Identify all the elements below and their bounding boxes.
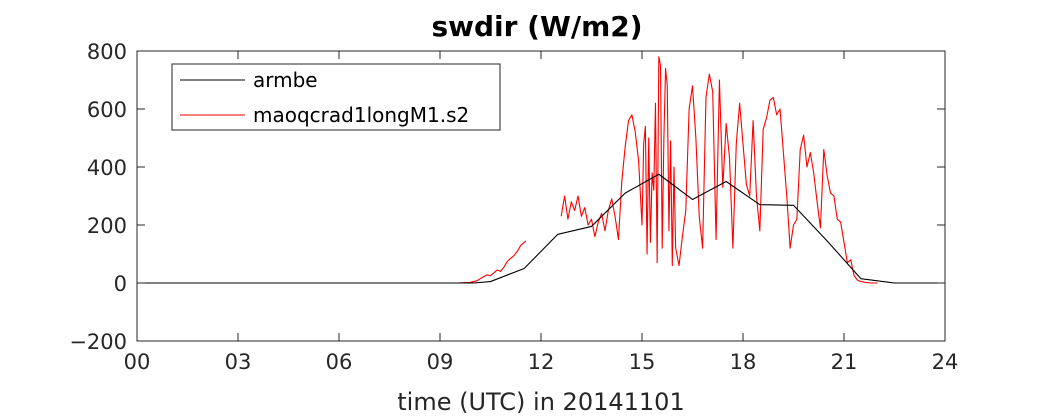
- x-tick-label: 15: [629, 350, 656, 374]
- chart-title: swdir (W/m2): [431, 10, 642, 43]
- legend-box: [171, 63, 501, 131]
- x-tick-label: 03: [225, 350, 252, 374]
- legend-label-maoqcrad1longM1: maoqcrad1longM1.s2: [253, 103, 469, 127]
- x-tick-label: 21: [831, 350, 858, 374]
- series-line-armbe: [137, 173, 945, 284]
- legend: armbe maoqcrad1longM1.s2: [171, 63, 501, 131]
- y-tick-label: 200: [87, 214, 127, 238]
- x-tick-label: 06: [326, 350, 353, 374]
- series-layer: [137, 56, 945, 284]
- series-line-maoqcrad1longM1-segment-1: [560, 56, 878, 284]
- y-tick-label: 0: [114, 272, 127, 296]
- x-tick-label: 24: [932, 350, 959, 374]
- x-tick-label: 09: [427, 350, 454, 374]
- x-tick-label: 12: [528, 350, 555, 374]
- y-tick-label: 400: [87, 156, 127, 180]
- x-tick-label: 18: [730, 350, 757, 374]
- y-tick-label: 800: [87, 40, 127, 64]
- x-tick-label: 00: [124, 350, 151, 374]
- ticks-layer: 00 03 06 09 12 15 18 21 24 −200 0 200 400 600 800: [69, 40, 958, 374]
- legend-label-armbe: armbe: [253, 68, 318, 92]
- y-tick-label: 600: [87, 98, 127, 122]
- x-axis-label: time (UTC) in 20141101: [397, 388, 684, 416]
- y-tick-label: −200: [69, 330, 127, 354]
